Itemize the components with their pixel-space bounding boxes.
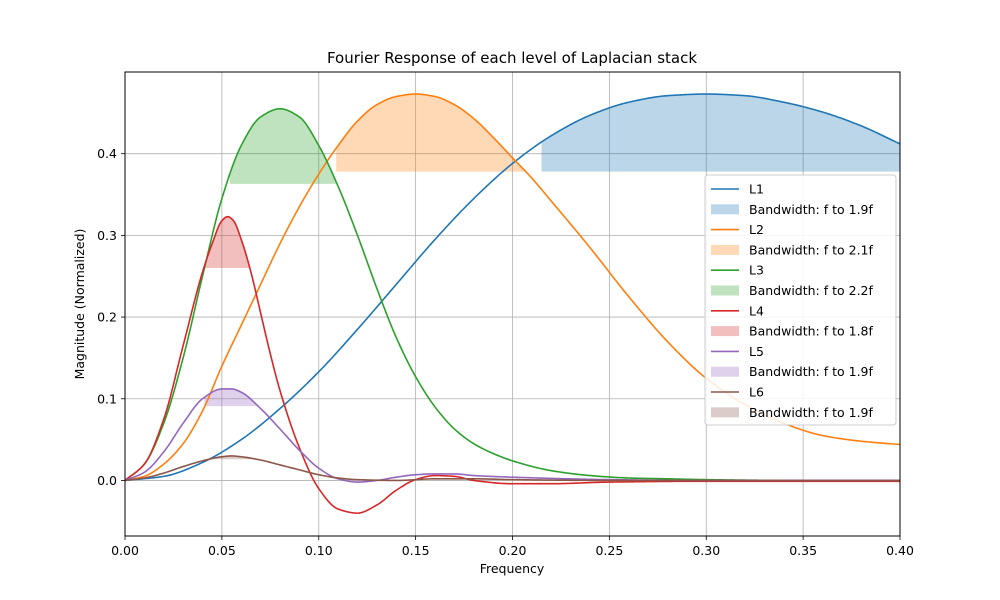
y-tick-label: 0.0 — [97, 473, 117, 488]
legend-label: L6 — [749, 385, 764, 400]
y-tick-label: 0.2 — [97, 310, 117, 325]
series-line-l1 — [124, 93, 901, 482]
legend-label: Bandwidth: f to 1.8f — [749, 324, 874, 339]
x-tick-label: 0.35 — [789, 543, 817, 558]
series-lines — [124, 93, 901, 514]
x-tick-label: 0.15 — [402, 543, 430, 558]
bandwidth-fill-l6 — [202, 455, 261, 460]
legend-label: L1 — [749, 182, 764, 197]
legend-label: Bandwidth: f to 1.9f — [749, 405, 874, 420]
bandwidth-fills — [202, 94, 900, 460]
series-line-l4 — [124, 215, 900, 514]
legend-patch-swatch — [711, 407, 739, 418]
y-axis-ticks: 0.0 0.1 0.2 0.3 0.4 — [97, 146, 125, 488]
x-tick-label: 0.25 — [595, 543, 623, 558]
legend-label: Bandwidth: f to 2.2f — [749, 283, 874, 298]
bandwidth-fill-l3 — [229, 108, 342, 184]
y-tick-label: 0.4 — [97, 146, 117, 161]
legend-label: L5 — [749, 344, 764, 359]
y-tick-label: 0.3 — [97, 228, 117, 243]
series-line-l6 — [124, 455, 900, 482]
x-tick-label: 0.00 — [111, 543, 139, 558]
legend-box — [704, 174, 897, 426]
x-tick-label: 0.10 — [305, 543, 333, 558]
bandwidth-fill-l1 — [541, 94, 900, 172]
legend-label: Bandwidth: f to 2.1f — [749, 242, 874, 257]
legend-label: Bandwidth: f to 1.9f — [749, 364, 874, 379]
legend-label: L2 — [749, 222, 764, 237]
x-tick-label: 0.05 — [208, 543, 236, 558]
legend-label: L4 — [749, 303, 764, 318]
chart-title: Fourier Response of each level of Laplac… — [327, 49, 697, 67]
legend-label: Bandwidth: f to 1.9f — [749, 202, 874, 217]
y-tick-label: 0.1 — [97, 391, 117, 406]
legend-patch-swatch — [711, 244, 739, 255]
legend-patch-swatch — [711, 285, 739, 296]
bandwidth-fill-l5 — [204, 388, 261, 407]
legend-patch-swatch — [711, 366, 739, 377]
y-axis-label: Magnitude (Normalized) — [72, 229, 87, 380]
legend: L1 Bandwidth: f to 1.9f L2 Bandwidth: f to … — [704, 174, 897, 426]
x-tick-label: 0.30 — [692, 543, 720, 558]
legend-label: L3 — [749, 263, 764, 278]
x-tick-label: 0.20 — [499, 543, 527, 558]
x-axis-ticks: 0.00 0.05 0.10 0.15 0.20 0.25 0.30 0.35 0.40 — [111, 536, 914, 558]
x-tick-label: 0.40 — [886, 543, 914, 558]
x-axis-label: Frequency — [480, 561, 545, 576]
legend-patch-swatch — [711, 326, 739, 337]
bandwidth-fill-l2 — [336, 94, 538, 172]
bandwidth-fill-l4 — [202, 216, 251, 269]
legend-patch-swatch — [711, 204, 739, 215]
